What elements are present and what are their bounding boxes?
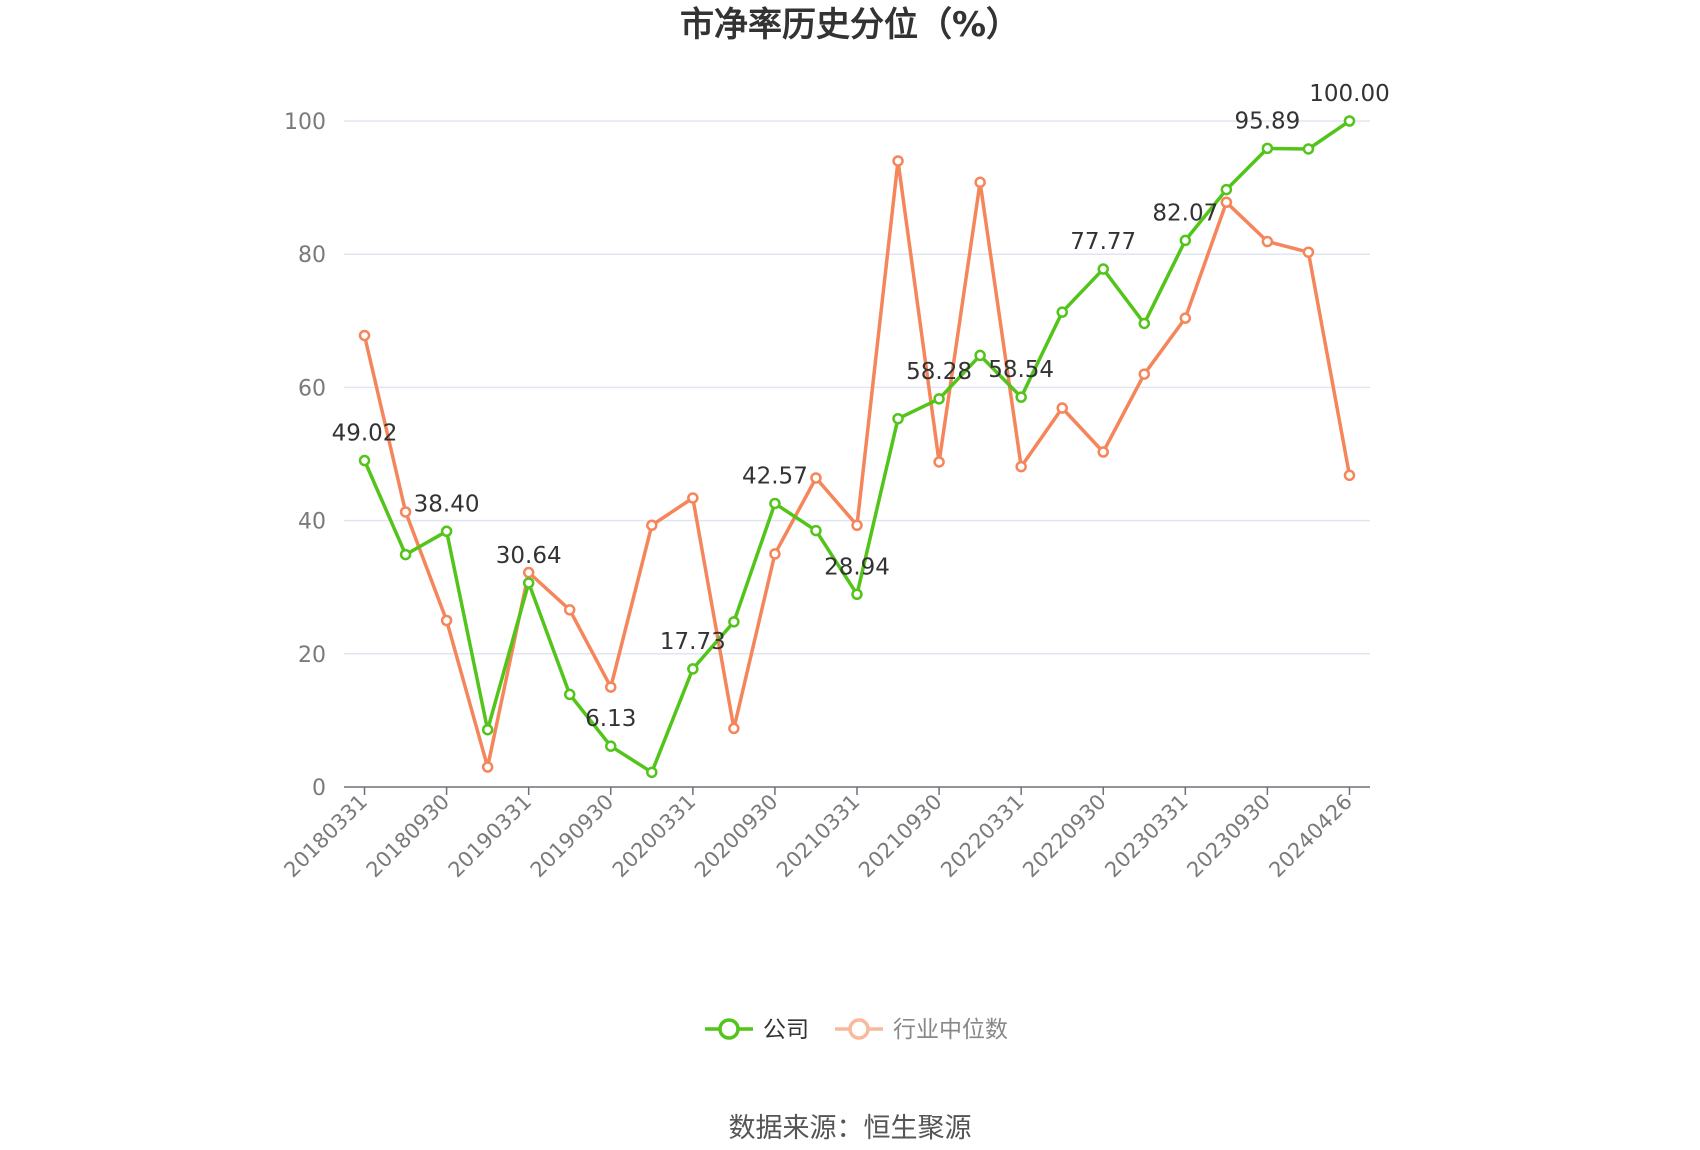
data-point (1138, 317, 1151, 330)
x-tick-label: 20190930 (526, 790, 619, 883)
series-0 (358, 115, 1356, 779)
x-tick-label: 20210930 (854, 790, 947, 883)
data-point (440, 525, 453, 538)
x-tick-label: 20190331 (444, 790, 537, 883)
data-point (1056, 306, 1068, 318)
x-tick-label: 20210331 (772, 790, 865, 883)
data-point (563, 688, 576, 701)
data-point (810, 472, 822, 484)
data-point (728, 616, 740, 628)
data-point (1343, 469, 1356, 482)
x-tick-label: 20240426 (1264, 790, 1357, 883)
x-tick-label: 20180331 (280, 790, 373, 883)
legend-label: 公司 (763, 1017, 809, 1043)
x-tick-label: 20230930 (1182, 790, 1275, 883)
data-point (1302, 143, 1315, 155)
data-labels: 49.02 38.40 30.64 6.13 17.73 42.57 28.94 58.28 5… (332, 81, 1390, 732)
data-point (892, 412, 904, 425)
data-point (1302, 246, 1315, 258)
data-point (563, 604, 576, 616)
data-point (1015, 391, 1027, 403)
data-point (522, 566, 535, 579)
data-point (1261, 235, 1274, 248)
data-point (440, 614, 453, 627)
x-tick-label: 20200331 (608, 790, 701, 883)
data-point (605, 681, 617, 693)
data-label: 17.73 (660, 629, 726, 655)
data-label: 49.02 (332, 421, 398, 447)
data-label: 82.07 (1152, 200, 1218, 226)
x-tick-label: 20220930 (1018, 790, 1111, 883)
data-point (933, 393, 945, 405)
data-point (399, 548, 412, 561)
series-layer (358, 115, 1356, 779)
data-point (933, 456, 945, 468)
chart-title: 市净率历史分位（%） (680, 5, 1020, 45)
data-point (646, 766, 658, 779)
x-tick-label: 20180930 (362, 790, 455, 883)
grid (344, 120, 1370, 655)
data-point (851, 519, 863, 532)
series-1 (358, 155, 1356, 773)
data-label: 58.54 (988, 357, 1054, 383)
legend-marker (848, 1018, 870, 1040)
x-tick-label: 20200930 (690, 790, 783, 883)
data-point (605, 740, 617, 752)
data-point (974, 349, 986, 362)
data-point (769, 548, 781, 560)
legend-item: 行业中位数 (835, 1017, 1008, 1043)
data-point (481, 723, 494, 736)
legend-marker (718, 1018, 740, 1040)
data-point (1138, 368, 1151, 380)
data-label: 58.28 (906, 359, 972, 385)
data-point (522, 577, 535, 589)
y-tick-label: 0 (312, 776, 326, 801)
data-point (1220, 196, 1233, 209)
data-point (358, 329, 371, 342)
data-point (1220, 183, 1233, 196)
data-label: 77.77 (1070, 229, 1136, 255)
data-label: 42.57 (742, 463, 808, 489)
data-point (1179, 234, 1192, 247)
y-tick-label: 40 (298, 510, 326, 535)
data-source: 数据来源：恒生聚源 (729, 1113, 972, 1144)
x-tick-label: 20220331 (936, 790, 1029, 883)
series-line (362, 159, 1352, 769)
data-label: 100.00 (1309, 81, 1389, 107)
legend-item: 公司 (705, 1017, 809, 1043)
y-tick-label: 20 (298, 643, 326, 668)
data-point (728, 722, 740, 735)
data-point (892, 155, 904, 167)
data-point (399, 506, 412, 518)
data-point (1343, 115, 1356, 127)
x-tick-label: 20230331 (1100, 790, 1193, 883)
y-tick-label: 100 (284, 110, 326, 135)
legend-label: 行业中位数 (893, 1017, 1008, 1043)
data-point (1097, 446, 1109, 458)
data-point (1056, 402, 1068, 414)
data-point (1015, 460, 1027, 473)
data-point (687, 492, 699, 504)
data-point (481, 761, 494, 773)
data-label: 38.40 (414, 491, 480, 517)
data-label: 30.64 (496, 543, 562, 569)
data-point (769, 497, 781, 510)
y-tick-label: 80 (298, 243, 326, 268)
data-point (1097, 263, 1109, 275)
data-label: 28.94 (824, 554, 890, 580)
data-point (358, 454, 371, 467)
data-point (810, 524, 822, 537)
data-point (1179, 312, 1192, 324)
data-point (1261, 142, 1274, 155)
data-point (851, 588, 863, 601)
data-label: 95.89 (1234, 108, 1300, 134)
data-point (646, 519, 658, 532)
data-point (974, 176, 986, 189)
data-label: 6.13 (585, 706, 636, 732)
data-point (687, 663, 699, 675)
y-tick-label: 60 (298, 376, 326, 401)
legend: 公司 行业中位数 (705, 1017, 1008, 1043)
